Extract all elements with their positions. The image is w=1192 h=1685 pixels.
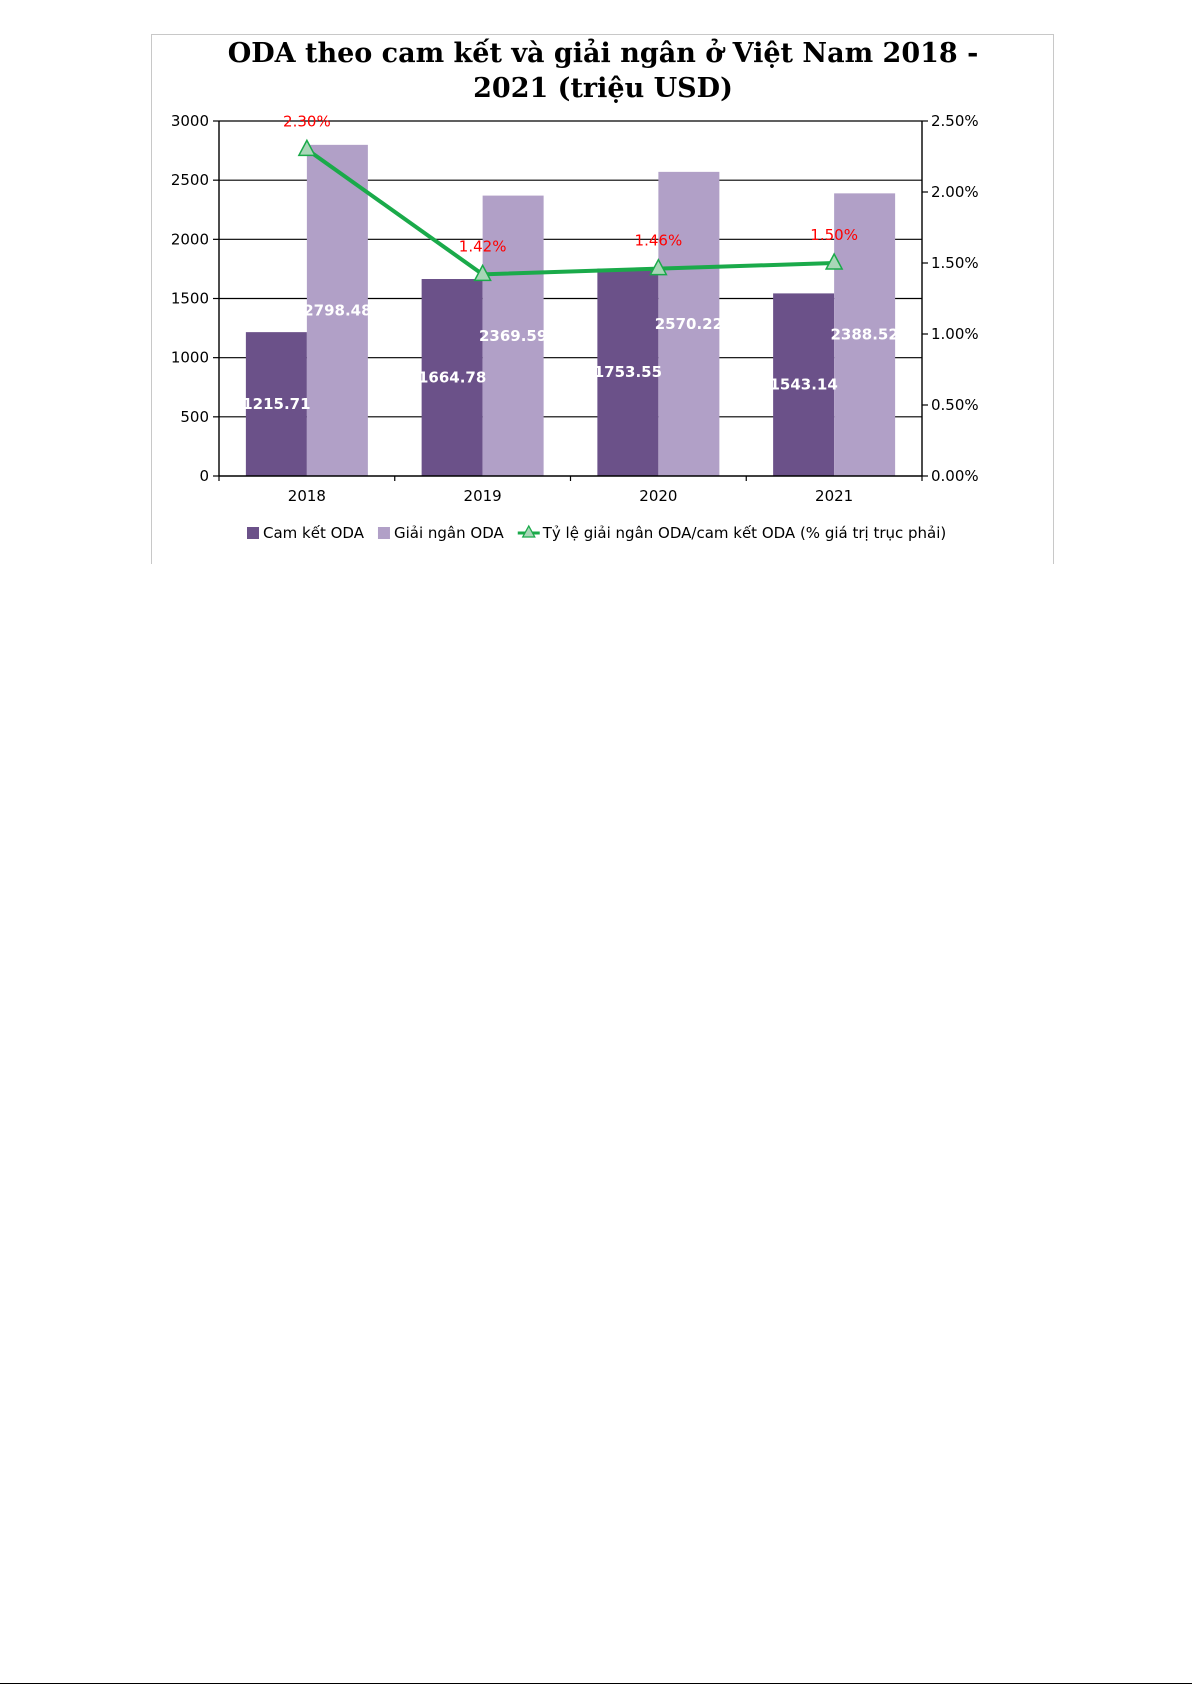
bar-data-label: 1753.55 xyxy=(594,363,662,381)
ratio-point-marker xyxy=(824,252,844,270)
y-axis-tick-label: 1500 xyxy=(171,290,209,308)
ratio-line-group xyxy=(297,138,844,282)
x-axis-tick-label: 2021 xyxy=(815,487,853,505)
chart-frame: ODA theo cam kết và giải ngân ở Việt Nam… xyxy=(151,34,1054,564)
legend: Cam kết ODA Giải ngân ODA Tỷ lệ giải ngân … xyxy=(247,524,946,542)
legend-label: Cam kết ODA xyxy=(263,524,365,542)
ratio-data-label: 2.30% xyxy=(283,112,331,130)
y-axis-tick-label: 500 xyxy=(180,408,209,426)
y2-axis-tick-label: 1.00% xyxy=(931,325,979,343)
chart-title-line2: 2021 (triệu USD) xyxy=(473,73,733,104)
ratio-point-marker xyxy=(297,138,317,157)
y-axis-tick-label: 2000 xyxy=(171,230,209,248)
chart-svg: ODA theo cam kết và giải ngân ở Việt Nam… xyxy=(171,37,979,542)
y2-axis-tick-label: 2.50% xyxy=(931,112,979,130)
bar-giai-ngan-2020 xyxy=(658,171,720,476)
y-axis-tick-label: 0 xyxy=(199,467,209,485)
y-axis-tick-label: 3000 xyxy=(171,112,209,130)
bar-data-label: 2388.52 xyxy=(830,326,898,344)
chart-title-line1: ODA theo cam kết và giải ngân ở Việt Nam… xyxy=(228,37,979,69)
bar-giai-ngan-2021 xyxy=(834,193,896,476)
bar-giai-ngan-2019 xyxy=(482,195,544,476)
legend-swatch xyxy=(247,527,259,539)
legend-marker xyxy=(521,524,536,538)
y2-axis-tick-label: 0.00% xyxy=(931,467,979,485)
data-labels-group: 1215.71 1664.78 1753.55 1543.14 2798.48 2369.… xyxy=(242,112,899,413)
y2-axis-tick-label: 2.00% xyxy=(931,183,979,201)
ratio-data-label: 1.42% xyxy=(459,237,507,255)
y-axis-tick-label: 2500 xyxy=(171,171,209,189)
ratio-data-label: 1.50% xyxy=(810,226,858,244)
bar-giai-ngan-2018 xyxy=(306,144,368,476)
bar-data-label: 2570.22 xyxy=(655,315,723,333)
bar-data-label: 2798.48 xyxy=(303,301,371,319)
bar-data-label: 2369.59 xyxy=(479,327,547,345)
bar-cam-ket-2021 xyxy=(773,293,835,476)
ratio-point-marker xyxy=(649,258,668,276)
bar-cam-ket-2019 xyxy=(421,279,483,476)
y2-axis-tick-label: 0.50% xyxy=(931,396,979,414)
ratio-line xyxy=(305,147,835,277)
legend-swatch xyxy=(377,527,390,539)
bar-data-label: 1664.78 xyxy=(418,369,486,387)
x-axis-tick-label: 2019 xyxy=(464,487,502,505)
axes-group: 0 500 1000 1500 2000 2500 3000 0.00% 0.50% 1.00% 1… xyxy=(171,112,979,505)
x-axis-tick-label: 2018 xyxy=(288,487,326,505)
y2-axis-tick-label: 1.50% xyxy=(931,254,979,272)
x-axis-tick-label: 2020 xyxy=(639,487,677,505)
page-bottom-rule xyxy=(0,1683,1192,1684)
bar-cam-ket-2018 xyxy=(245,332,307,476)
ratio-data-label: 1.46% xyxy=(635,232,683,250)
bars-group xyxy=(245,144,896,476)
legend-label: Giải ngân ODA xyxy=(394,524,505,542)
bar-data-label: 1215.71 xyxy=(242,395,310,413)
bar-data-label: 1543.14 xyxy=(769,376,837,394)
legend-label: Tỷ lệ giải ngân ODA/cam kết ODA (% giá t… xyxy=(542,524,947,542)
ratio-point-marker xyxy=(473,263,492,282)
bar-cam-ket-2020 xyxy=(597,268,659,476)
y-axis-tick-label: 1000 xyxy=(171,349,209,367)
